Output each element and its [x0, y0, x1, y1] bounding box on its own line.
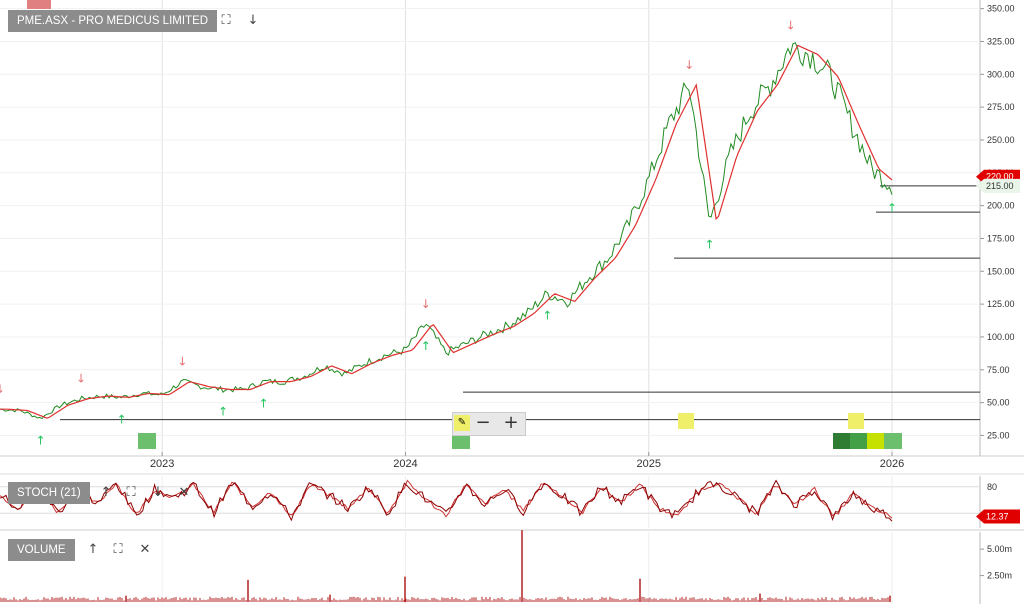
moving-average-line [0, 44, 893, 419]
event-badge[interactable] [138, 433, 156, 449]
down-arrow-icon: ↓ [684, 58, 694, 72]
event-badge[interactable] [833, 433, 851, 449]
up-arrow-icon: ↑ [887, 201, 897, 215]
volume-tick-label: 2.50m [987, 571, 1012, 581]
event-badge[interactable] [850, 433, 868, 449]
expand-icon[interactable]: ⛶ [113, 542, 123, 557]
y-tick-label: 325.00 [987, 36, 1015, 46]
up-arrow-icon: ↑ [542, 309, 552, 323]
price-tag-current-text: 215.00 [986, 181, 1014, 191]
up-arrow-icon: ↑ [705, 238, 715, 252]
volume-tick-label: 5.00m [987, 544, 1012, 554]
arrow-down-icon[interactable]: ↓ [152, 485, 164, 500]
zoom-in-button[interactable]: + [503, 412, 519, 433]
stoch-k-line [0, 479, 893, 522]
y-tick-label: 200.00 [987, 201, 1015, 211]
price-line [0, 42, 893, 420]
close-icon[interactable]: ✕ [139, 542, 151, 557]
y-tick-label: 275.00 [987, 102, 1015, 112]
price-panel-title[interactable]: PME.ASX - PRO MEDICUS LIMITED [8, 10, 218, 32]
price-tag-current [976, 178, 1020, 193]
y-tick-label: 25.00 [987, 430, 1010, 440]
down-arrow-icon: ↓ [786, 18, 796, 32]
arrow-up-icon[interactable]: ↑ [87, 542, 99, 557]
y-tick-label: 50.00 [987, 398, 1010, 408]
up-arrow-icon: ↑ [259, 397, 269, 411]
volume-panel-title[interactable]: VOLUME [8, 539, 75, 561]
y-tick-label: 75.00 [987, 365, 1010, 375]
stoch-value-tag [976, 509, 1020, 524]
y-tick-label: 300.00 [987, 69, 1015, 79]
arrow-down-icon[interactable]: ↓ [247, 13, 259, 28]
arrow-up-icon[interactable]: ↑ [100, 485, 112, 500]
event-badge[interactable] [867, 433, 885, 449]
zoom-controls: ✎ − + [452, 412, 526, 436]
expand-icon[interactable]: ⛶ [221, 13, 231, 28]
up-arrow-icon: ↑ [421, 339, 431, 353]
edit-badge[interactable] [678, 413, 694, 429]
expand-icon[interactable]: ⛶ [126, 485, 136, 500]
price-tag-red-text: 220.00 [986, 172, 1014, 182]
top-marker [27, 0, 51, 9]
x-tick-label: 2026 [880, 458, 904, 470]
event-badge[interactable] [884, 433, 902, 449]
stoch-panel-title[interactable]: STOCH (21) [8, 482, 90, 504]
edit-icon[interactable]: ✎ [454, 415, 470, 431]
y-tick-label: 150.00 [987, 266, 1015, 276]
down-arrow-icon: ↓ [421, 297, 431, 311]
y-tick-label: 175.00 [987, 233, 1015, 243]
up-arrow-icon: ↑ [218, 404, 228, 418]
stoch-value-text: 12.37 [986, 512, 1009, 522]
x-tick-label: 2025 [636, 458, 660, 470]
up-arrow-icon: ↑ [36, 433, 46, 447]
y-tick-label: 350.00 [987, 4, 1015, 14]
y-tick-label: 100.00 [987, 332, 1015, 342]
down-arrow-icon: ↓ [177, 355, 187, 369]
down-arrow-icon: ↓ [0, 382, 5, 396]
edit-badge[interactable] [848, 413, 864, 429]
stoch-d-line [0, 479, 893, 519]
close-icon[interactable]: ✕ [178, 485, 190, 500]
zoom-out-button[interactable]: − [475, 412, 491, 433]
event-badge[interactable] [452, 433, 470, 449]
stoch-tick-label: 80 [987, 482, 997, 492]
down-arrow-icon: ↓ [76, 372, 86, 386]
up-arrow-icon: ↑ [117, 412, 127, 426]
x-tick-label: 2023 [150, 458, 174, 470]
x-tick-label: 2024 [393, 458, 417, 470]
y-tick-label: 125.00 [987, 299, 1015, 309]
y-tick-label: 250.00 [987, 135, 1015, 145]
